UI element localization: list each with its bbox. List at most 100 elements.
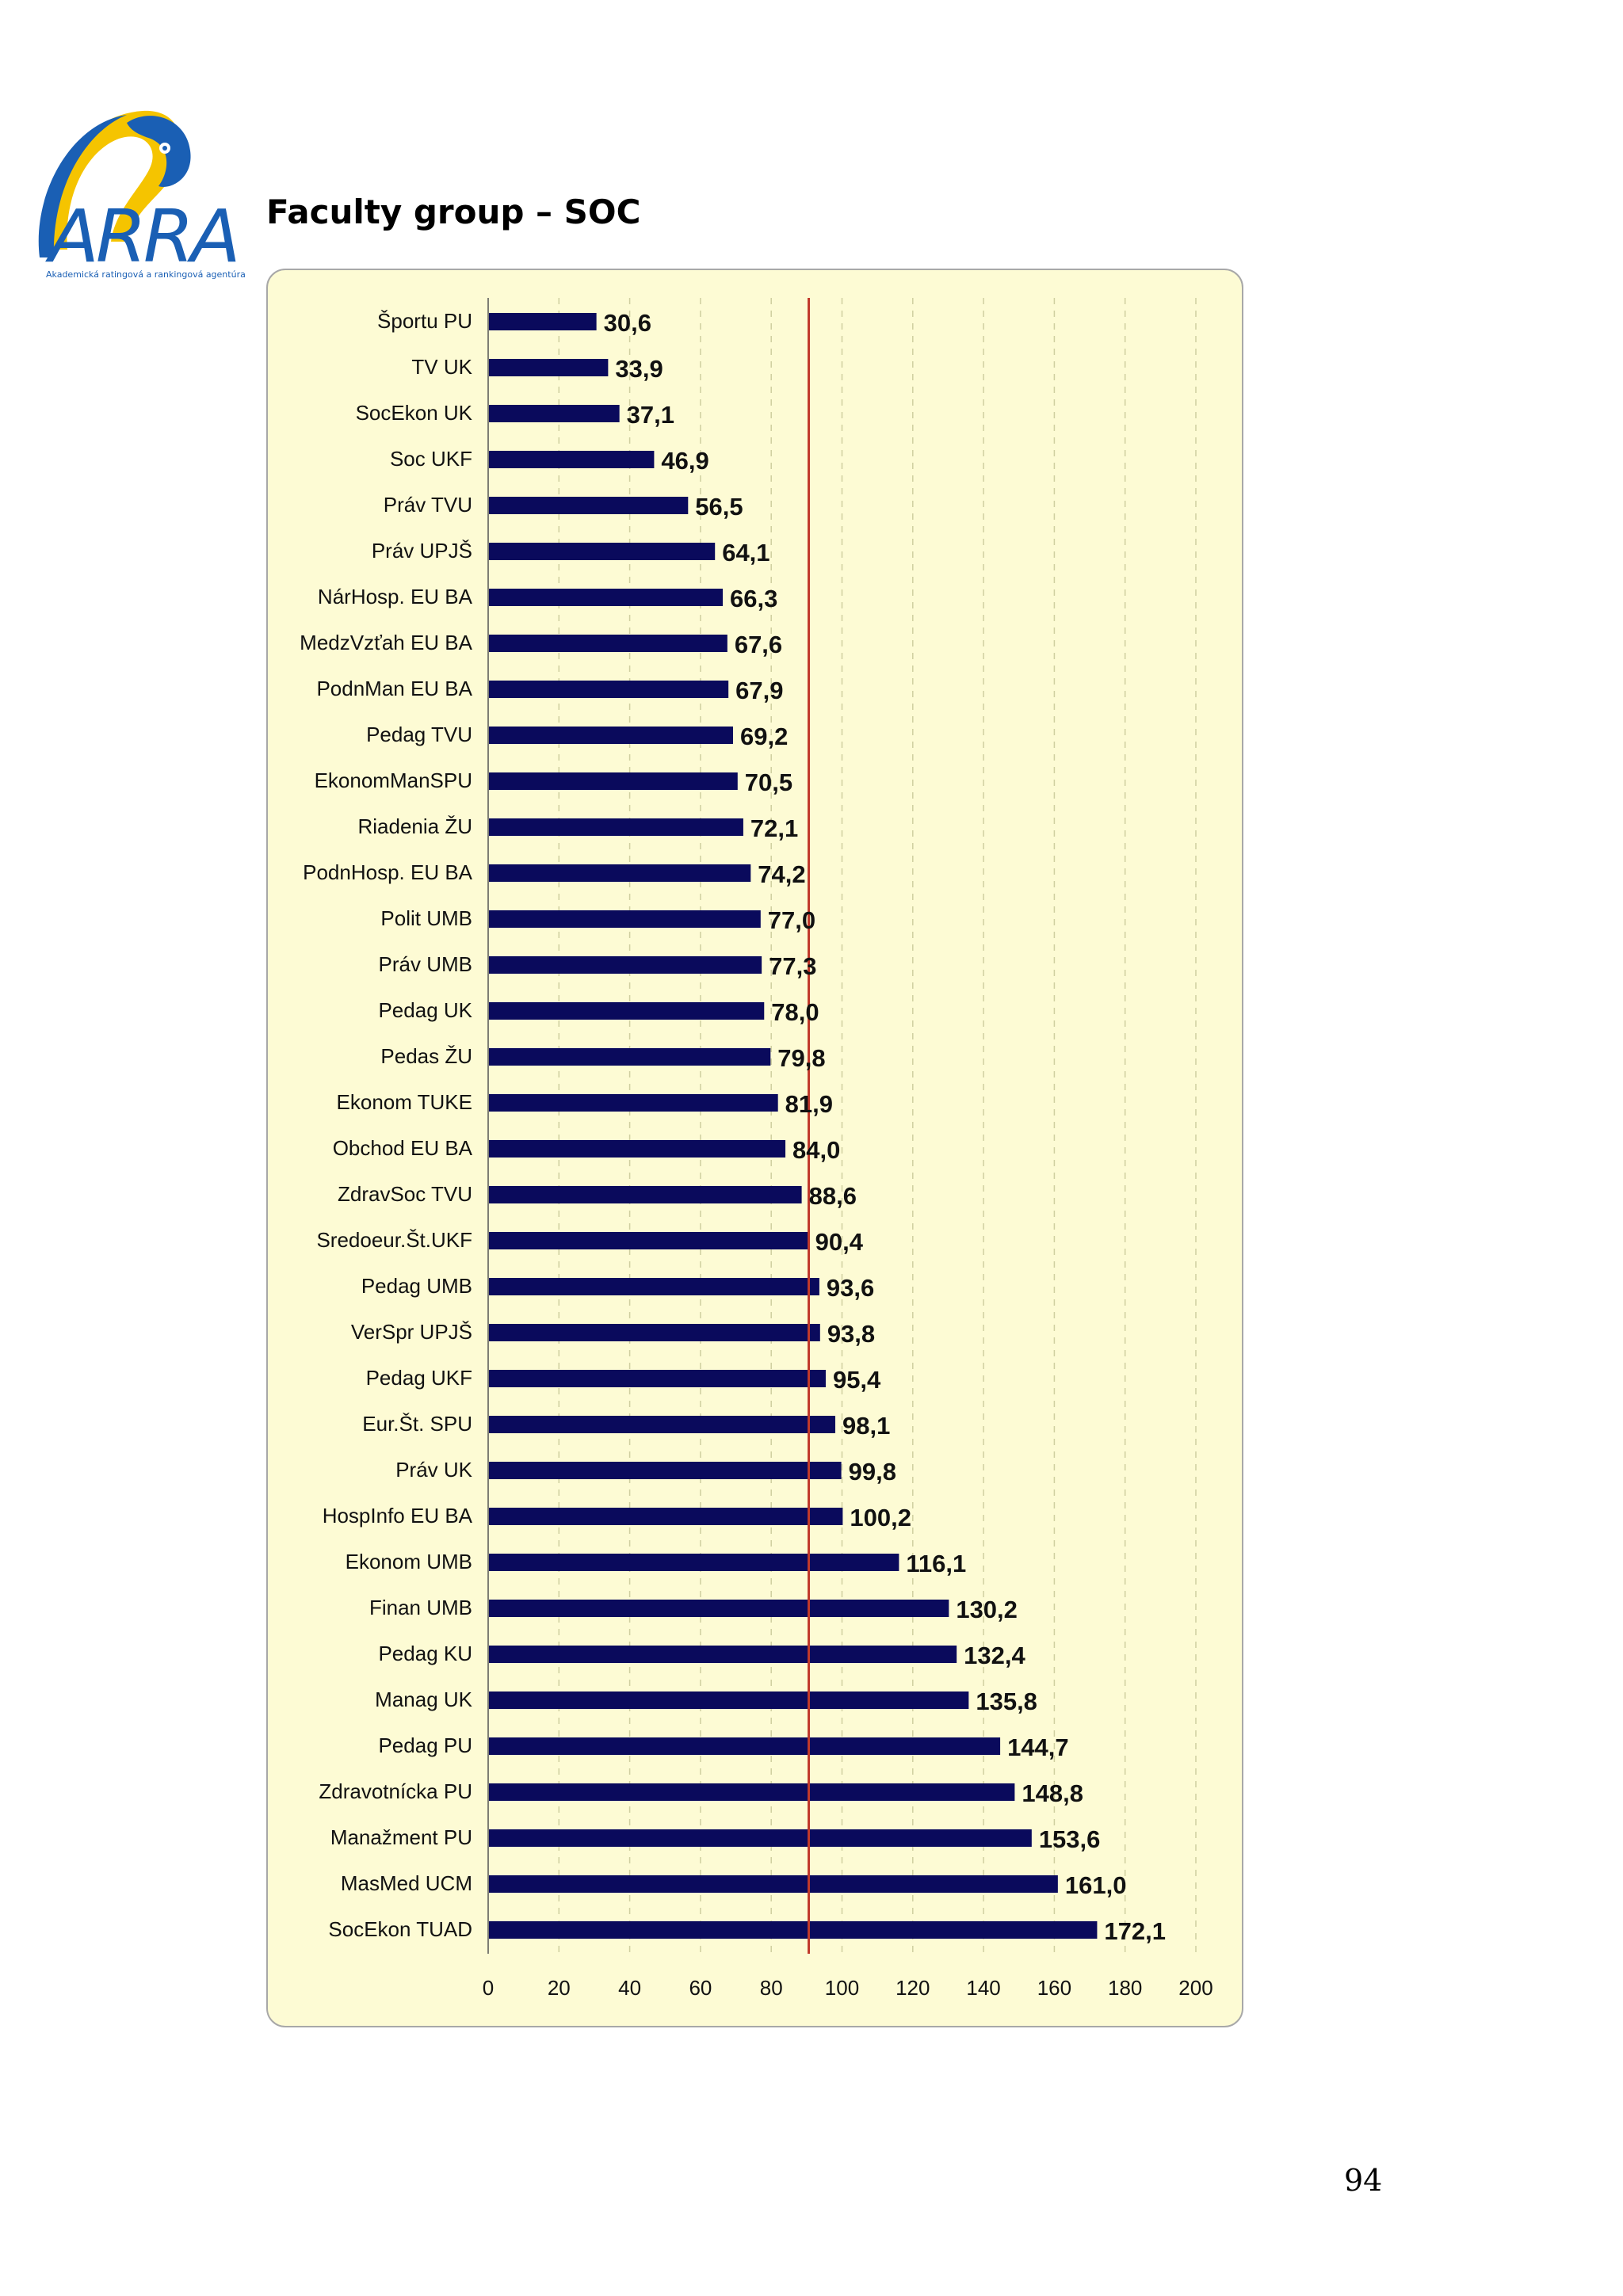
bar [489,956,762,974]
category-label: Práv UK [395,1458,472,1482]
bar [489,1829,1032,1847]
category-label: VerSpr UPJŠ [351,1320,472,1344]
bar [489,1691,969,1709]
bar-chart-svg: Športu PU TV UK SocEkon UK Soc UKF Práv TVU P… [300,298,1213,2000]
bar [489,1140,786,1158]
bar [489,1554,899,1571]
x-tick-label: 40 [618,1976,641,2000]
category-label: MedzVzťah EU BA [300,631,472,654]
value-label: 69,2 [740,723,788,750]
value-label: 95,4 [833,1366,881,1394]
bar [489,681,729,698]
x-tick-label: 60 [689,1976,712,2000]
x-tick-label: 200 [1178,1976,1212,2000]
value-label: 84,0 [792,1136,840,1164]
bar [489,1324,820,1341]
value-label: 93,8 [827,1320,875,1348]
category-label: Práv UMB [379,952,472,976]
x-tick-label: 140 [966,1976,1000,2000]
category-label: Pedag UK [378,998,472,1022]
bar [489,1370,826,1387]
x-tick-label: 20 [548,1976,571,2000]
value-label: 70,5 [745,769,792,796]
category-label: Pedag KU [378,1642,472,1665]
category-label: TV UK [411,355,472,379]
x-tick-label: 120 [896,1976,930,2000]
category-label: MasMed UCM [341,1871,472,1895]
bar [489,543,716,560]
category-label: Pedag TVU [366,723,472,746]
value-label: 148,8 [1022,1779,1083,1807]
category-label: Pedag UKF [366,1366,472,1390]
category-label: Polit UMB [380,906,472,930]
bar [489,1600,949,1617]
x-tick-label: 0 [483,1976,494,2000]
bar [489,1232,808,1249]
category-label: PodnMan EU BA [316,677,472,700]
bar [489,313,597,330]
value-label: 172,1 [1104,1917,1166,1945]
value-label: 33,9 [615,355,663,383]
value-label: 144,7 [1007,1733,1069,1761]
bar [489,727,733,744]
bar [489,910,761,928]
bar [489,1737,1001,1755]
value-label: 130,2 [956,1596,1018,1623]
category-label: Sredoeur.Št.UKF [316,1228,472,1252]
bar [489,1002,765,1020]
bar [489,1094,778,1112]
value-label: 153,6 [1039,1825,1101,1853]
bar [489,1186,802,1203]
bar [489,359,609,376]
category-label: Riadenia ŽU [357,814,472,838]
value-label: 88,6 [809,1182,857,1210]
bar [489,451,655,468]
bar [489,1875,1058,1893]
value-label: 93,6 [827,1274,874,1302]
category-label: Manažment PU [330,1825,472,1849]
value-label: 77,0 [768,906,815,934]
value-label: 30,6 [604,309,651,337]
value-label: 79,8 [777,1044,825,1072]
bar [489,1048,771,1066]
value-label: 37,1 [627,401,674,429]
value-label: 74,2 [758,860,805,888]
value-label: 100,2 [850,1504,911,1531]
category-label: Soc UKF [390,447,472,471]
category-label: NárHosp. EU BA [318,585,473,608]
value-label: 98,1 [842,1412,890,1440]
category-label: Obchod EU BA [333,1136,473,1160]
bar [489,818,743,836]
value-label: 90,4 [815,1228,864,1256]
value-label: 72,1 [750,814,798,842]
page-number: 94 [1344,2163,1383,2198]
category-label: Pedas ŽU [380,1044,472,1068]
x-tick-label: 80 [760,1976,783,2000]
value-label: 46,9 [661,447,708,475]
value-label: 81,9 [785,1090,833,1118]
value-label: 66,3 [730,585,777,612]
bar [489,1416,836,1433]
bar [489,1921,1098,1939]
bar [489,635,727,652]
category-label: Zdravotnícka PU [319,1779,472,1803]
bar [489,405,620,422]
category-label: SocEkon TUAD [328,1917,472,1941]
logo-caption: Akademická ratingová a rankingová agentú… [46,269,246,280]
value-label: 56,5 [695,493,743,521]
category-label: Finan UMB [369,1596,472,1619]
value-label: 116,1 [906,1550,966,1577]
category-label: Pedag PU [378,1733,472,1757]
value-label: 77,3 [769,952,816,980]
value-label: 64,1 [722,539,769,566]
bar-chart: Športu PU TV UK SocEkon UK Soc UKF Práv TVU P… [266,269,1243,2027]
category-label: Eur.Št. SPU [362,1412,472,1436]
category-label: Športu PU [377,309,472,333]
value-label: 67,6 [735,631,782,658]
logo-text: ARRA [45,194,238,279]
value-label: 99,8 [849,1458,896,1486]
value-label: 135,8 [976,1688,1037,1715]
page-heading: Faculty group – SOC [266,193,641,231]
bar [489,1646,957,1663]
bar [489,772,738,790]
